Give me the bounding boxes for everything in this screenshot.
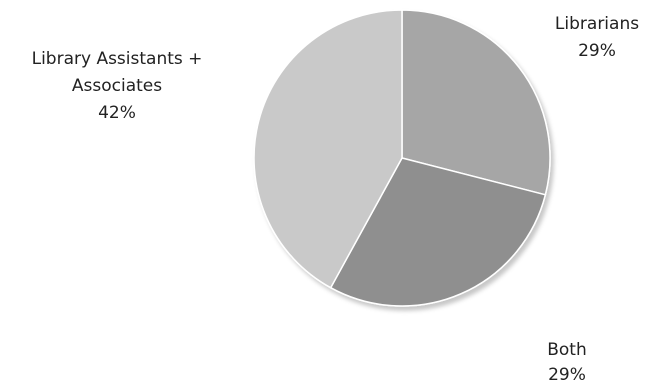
slice-label-assistants-percent: 42% — [98, 103, 136, 123]
slice-label-both-name: Both — [547, 340, 587, 360]
pie-slice-librarians — [401, 9, 551, 196]
pie-slice-library-assistants-associates — [253, 9, 403, 289]
pie-slice-both — [329, 157, 547, 307]
slice-label-both-percent: 29% — [548, 365, 586, 385]
slice-label-librarians-name: Librarians — [555, 14, 639, 34]
slice-label-assistants: Library Assistants + Associates 42% — [32, 49, 203, 123]
slice-label-librarians: Librarians 29% — [555, 14, 639, 61]
slice-label-both: Both 29% — [547, 340, 587, 385]
slice-label-librarians-percent: 29% — [578, 41, 616, 61]
slice-label-assistants-line2: Associates — [72, 76, 162, 96]
pie-slices — [253, 9, 551, 307]
slice-label-assistants-line1: Library Assistants + — [32, 49, 203, 69]
